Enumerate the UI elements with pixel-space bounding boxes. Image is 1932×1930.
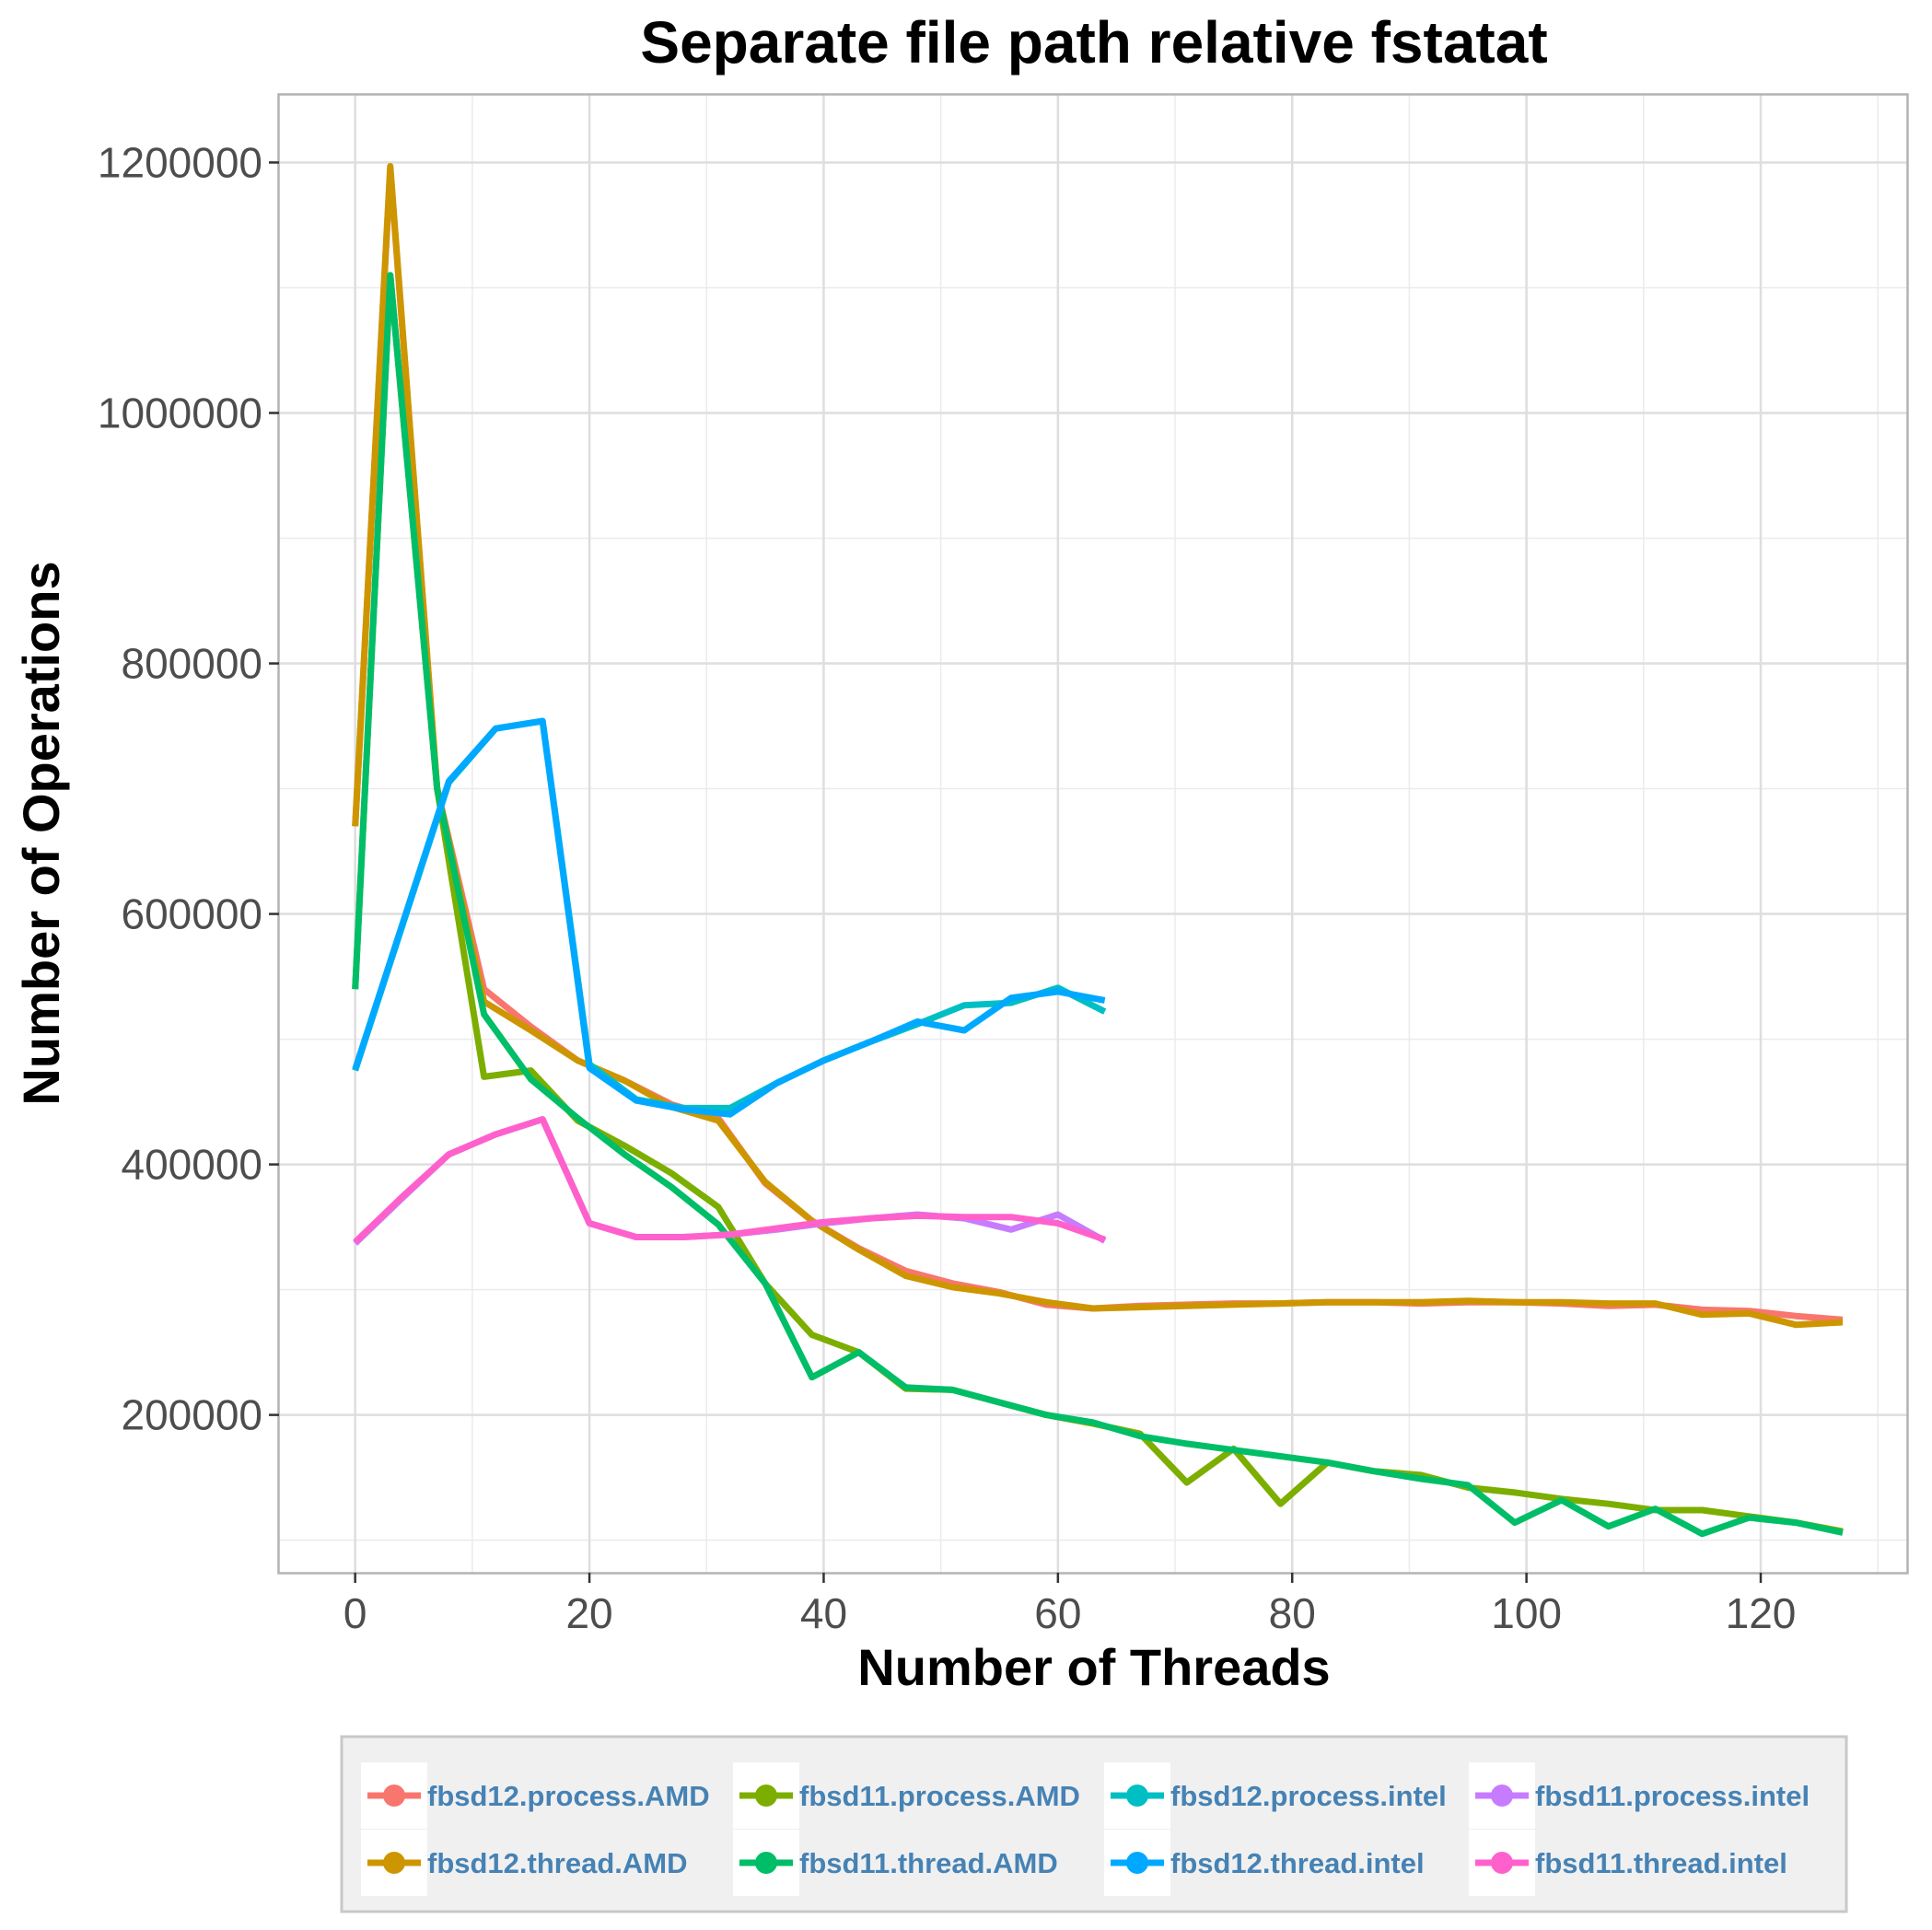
legend-label: fbsd12.thread.intel [1170,1847,1425,1879]
series-line-fbsd11-thread-AMD [352,272,1844,1538]
series-line-fbsd12-thread-AMD [352,163,1844,1329]
legend-item: fbsd11.process.AMD [733,1762,1080,1829]
legend-label: fbsd11.thread.intel [1535,1847,1787,1879]
y-tick-label: 600000 [122,890,263,938]
legend-label: fbsd11.process.intel [1535,1780,1810,1812]
legend-key-point [383,1785,405,1807]
legend-item: fbsd12.thread.AMD [361,1830,687,1896]
legend-item: fbsd12.thread.intel [1104,1830,1425,1896]
legend-item: fbsd11.process.intel [1469,1762,1810,1829]
chart-title: Separate file path relative fstatat [640,9,1547,76]
x-tick-label: 60 [1034,1589,1081,1637]
legend-item: fbsd11.thread.intel [1469,1830,1787,1896]
legend-key-point [1491,1852,1513,1874]
x-tick-label: 100 [1491,1589,1562,1637]
axis-ticks: 0 20 40 60 80 100 120 200000 400000 600000 800000 1… [98,138,1796,1637]
x-axis-title: Number of Threads [857,1638,1330,1696]
y-tick-label: 1200000 [98,138,262,186]
legend: fbsd12.process.AMD fbsd12.thread.AMD fbsd1… [340,1735,1848,1913]
x-tick-label: 80 [1269,1589,1316,1637]
legend-label: fbsd11.process.AMD [799,1780,1080,1812]
series-line-fbsd11-thread-intel [353,1116,1106,1245]
legend-label: fbsd12.process.intel [1170,1780,1447,1812]
legend-box [340,1735,1848,1913]
y-tick-label: 200000 [122,1391,263,1439]
legend-label: fbsd11.thread.AMD [799,1847,1058,1879]
series-line-fbsd12-thread-intel [352,717,1106,1118]
legend-item: fbsd11.thread.AMD [733,1830,1058,1896]
y-axis-title: Number of Operations [12,561,70,1105]
x-tick-label: 40 [800,1589,847,1637]
series-line-fbsd11-process-AMD [352,272,1844,1535]
legend-key-point [1491,1785,1513,1807]
x-tick-label: 0 [343,1589,367,1637]
legend-item: fbsd12.process.AMD [361,1762,710,1829]
x-tick-label: 20 [565,1589,612,1637]
legend-key-point [383,1852,405,1874]
y-tick-label: 400000 [122,1141,263,1189]
plot-grid [279,95,1907,1573]
legend-key-point [1126,1785,1148,1807]
legend-key-point [755,1785,777,1807]
y-tick-label: 800000 [122,640,263,688]
plot-panel-border [277,93,1909,1575]
legend-label: fbsd12.thread.AMD [427,1847,687,1879]
legend-key-point [1126,1852,1148,1874]
legend-label: fbsd12.process.AMD [427,1780,710,1812]
legend-key-point [755,1852,777,1874]
plot-series [352,163,1844,1538]
legend-item: fbsd12.process.intel [1104,1762,1447,1829]
y-tick-label: 1000000 [98,389,262,436]
x-tick-label: 120 [1726,1589,1797,1637]
series-line-fbsd12-process-AMD [352,165,1844,1323]
